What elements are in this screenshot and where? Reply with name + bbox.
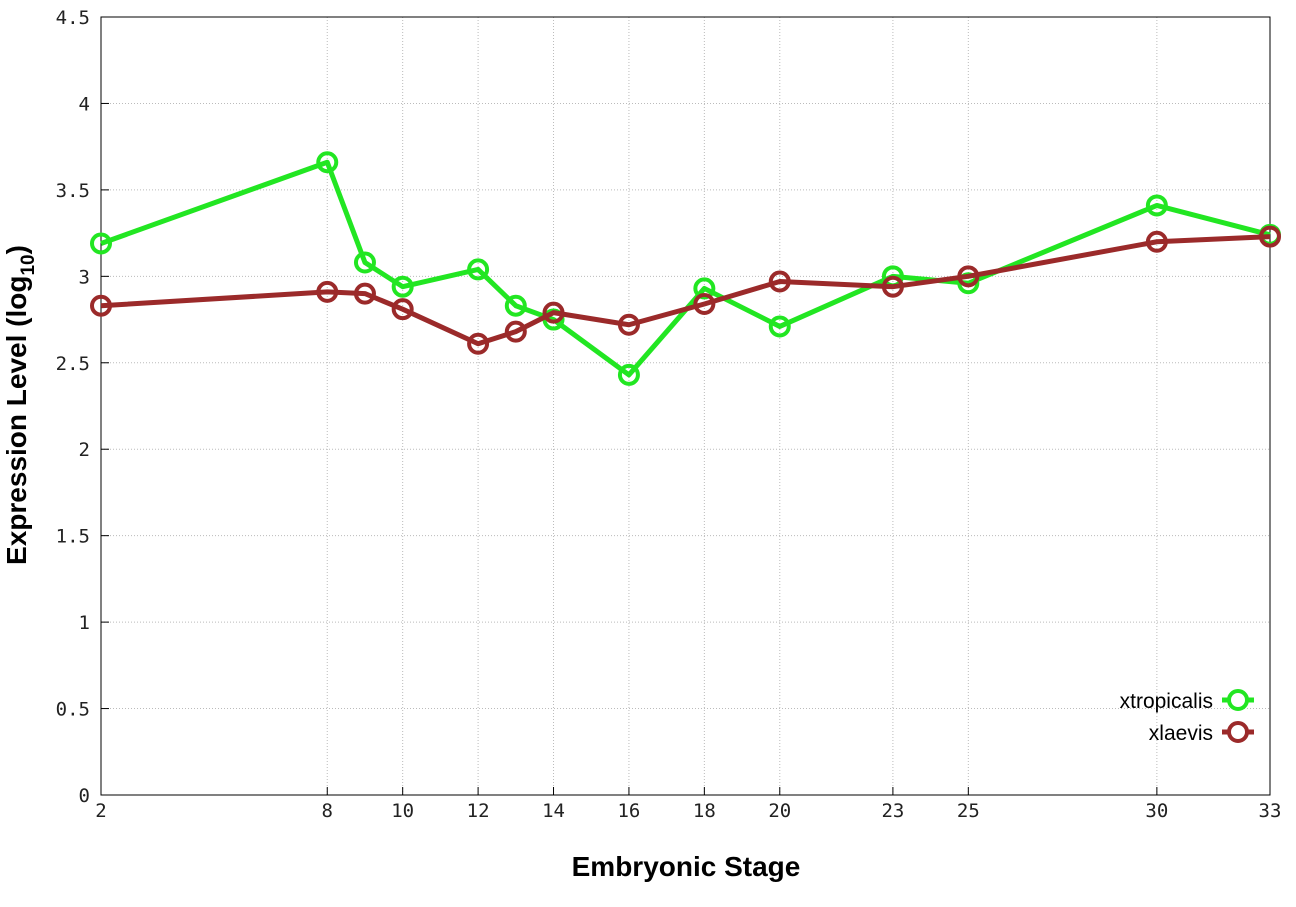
legend-label: xtropicalis [1120, 690, 1213, 713]
point [617, 313, 640, 336]
y-tick-label: 4.5 [56, 7, 90, 29]
point [881, 275, 904, 298]
x-tick-label: 23 [881, 800, 904, 822]
point [467, 332, 490, 355]
x-tick-label: 8 [322, 800, 333, 822]
point [467, 258, 490, 281]
y-label-sub: 10 [18, 254, 39, 275]
point [957, 265, 980, 288]
point [391, 275, 414, 298]
point [768, 270, 791, 293]
point [90, 232, 112, 255]
y-axis-label: Expression Level (log10) [1, 245, 39, 565]
point [316, 280, 339, 303]
point [316, 151, 339, 174]
y-tick-label: 3.5 [56, 180, 90, 202]
x-tick-label: 10 [391, 800, 414, 822]
y-tick-label: 3 [79, 266, 90, 288]
x-tick-label: 16 [617, 800, 640, 822]
point [90, 294, 112, 317]
x-tick-label: 14 [542, 800, 565, 822]
point [391, 298, 414, 321]
point [353, 282, 376, 305]
y-tick-label: 2.5 [56, 353, 90, 375]
point [1145, 230, 1168, 253]
x-tick-label: 18 [693, 800, 716, 822]
y-tick-label: 2 [79, 439, 90, 461]
y-label-main: Expression Level (log [1, 276, 32, 565]
y-tick-label: 0 [79, 785, 90, 807]
y-tick-label: 1.5 [56, 526, 90, 548]
y-tick-label: 4 [79, 93, 90, 115]
point [504, 320, 527, 343]
x-tick-label: 30 [1145, 800, 1168, 822]
legend-marker [1227, 721, 1249, 743]
series-line [100, 159, 1271, 378]
y-tick-label: 1 [79, 612, 90, 634]
x-axis-label: Embryonic Stage [572, 851, 801, 882]
x-tick-label: 20 [768, 800, 791, 822]
plot-frame [100, 16, 1271, 796]
point [693, 277, 716, 300]
legend-marker [1227, 689, 1249, 711]
legend-label: xlaevis [1149, 722, 1213, 745]
x-tick-label: 2 [95, 800, 106, 822]
point [542, 301, 565, 324]
point [1259, 225, 1281, 248]
x-tick-label: 12 [467, 800, 490, 822]
point [1145, 194, 1168, 217]
point [353, 251, 376, 274]
point [768, 315, 791, 338]
series-line [100, 234, 1271, 347]
y-tick-label: 0.5 [56, 699, 90, 721]
point [693, 292, 716, 315]
point [617, 363, 640, 386]
point [504, 294, 527, 317]
x-tick-label: 33 [1259, 800, 1282, 822]
x-tick-label: 25 [957, 800, 980, 822]
y-label-end: ) [1, 245, 32, 254]
